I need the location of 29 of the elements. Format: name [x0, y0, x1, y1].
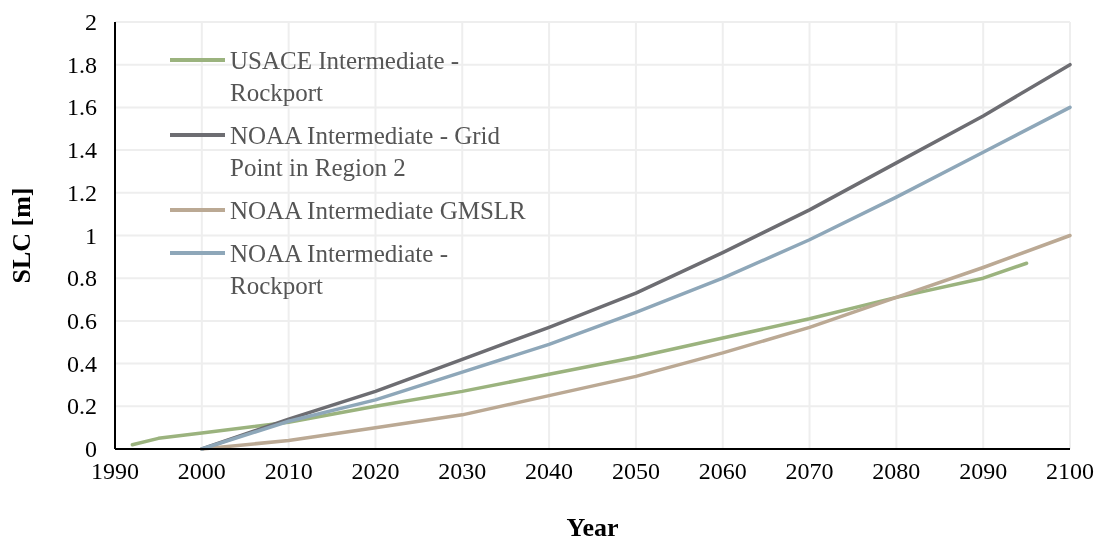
- y-tick-label: 0.8: [67, 265, 97, 292]
- y-axis-title: SLC [m]: [7, 187, 36, 284]
- line-series: [200, 233, 1072, 451]
- y-tick-label: 1.8: [67, 51, 97, 78]
- x-tick-label: 2080: [872, 458, 921, 484]
- legend-label: USACE Intermediate - Rockport: [230, 47, 460, 106]
- y-tick-label: 0.4: [67, 350, 97, 377]
- x-tick-label: 2090: [959, 458, 1008, 484]
- y-tick-label: 1.2: [67, 179, 97, 206]
- line-series: [130, 261, 1029, 447]
- x-tick-label: 2020: [351, 458, 400, 484]
- y-tick-label: 1: [85, 222, 97, 249]
- y-tick-label: 0.2: [67, 393, 97, 420]
- y-tick-label: 1.4: [67, 137, 97, 164]
- x-tick-label: 2060: [698, 458, 747, 484]
- x-tick-label: 2010: [264, 458, 313, 484]
- y-tick-label: 1.6: [67, 94, 97, 121]
- x-tick-label: 2030: [438, 458, 487, 484]
- legend-label: NOAA Intermediate GMSLR: [230, 197, 527, 224]
- x-tick-label: 2100: [1046, 458, 1094, 484]
- x-axis-title: Year: [566, 513, 619, 542]
- x-tick-label: 2050: [611, 458, 660, 484]
- x-tick-label: 2000: [177, 458, 226, 484]
- legend-label: NOAA Intermediate - Grid Point in Region 2: [230, 122, 501, 181]
- x-tick-label: 2040: [525, 458, 574, 484]
- y-tick-label: 0.6: [67, 307, 97, 334]
- x-tick-label: 2070: [785, 458, 834, 484]
- legend-label: NOAA Intermediate - Rockport: [230, 240, 448, 299]
- y-tick-label: 2: [85, 9, 97, 35]
